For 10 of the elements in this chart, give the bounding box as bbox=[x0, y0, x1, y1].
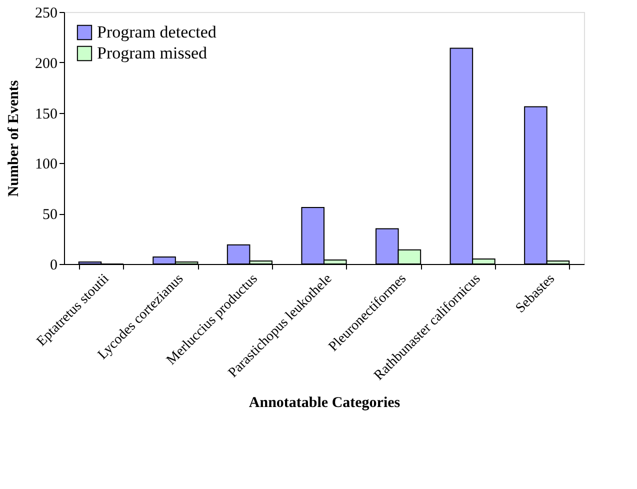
legend-label: Program missed bbox=[97, 44, 208, 62]
y-tick-label: 200 bbox=[35, 56, 58, 72]
y-tick-label: 50 bbox=[42, 207, 58, 224]
y-tick-label: 250 bbox=[35, 6, 58, 22]
y-tick-label: 0 bbox=[50, 258, 58, 274]
x-axis-title: Annotatable Categories bbox=[248, 394, 400, 411]
y-tick-label: 150 bbox=[35, 106, 58, 122]
y-tick-label: 100 bbox=[35, 156, 58, 173]
legend-label: Program detected bbox=[97, 22, 217, 42]
y-axis-title: Number of Events bbox=[6, 80, 22, 197]
